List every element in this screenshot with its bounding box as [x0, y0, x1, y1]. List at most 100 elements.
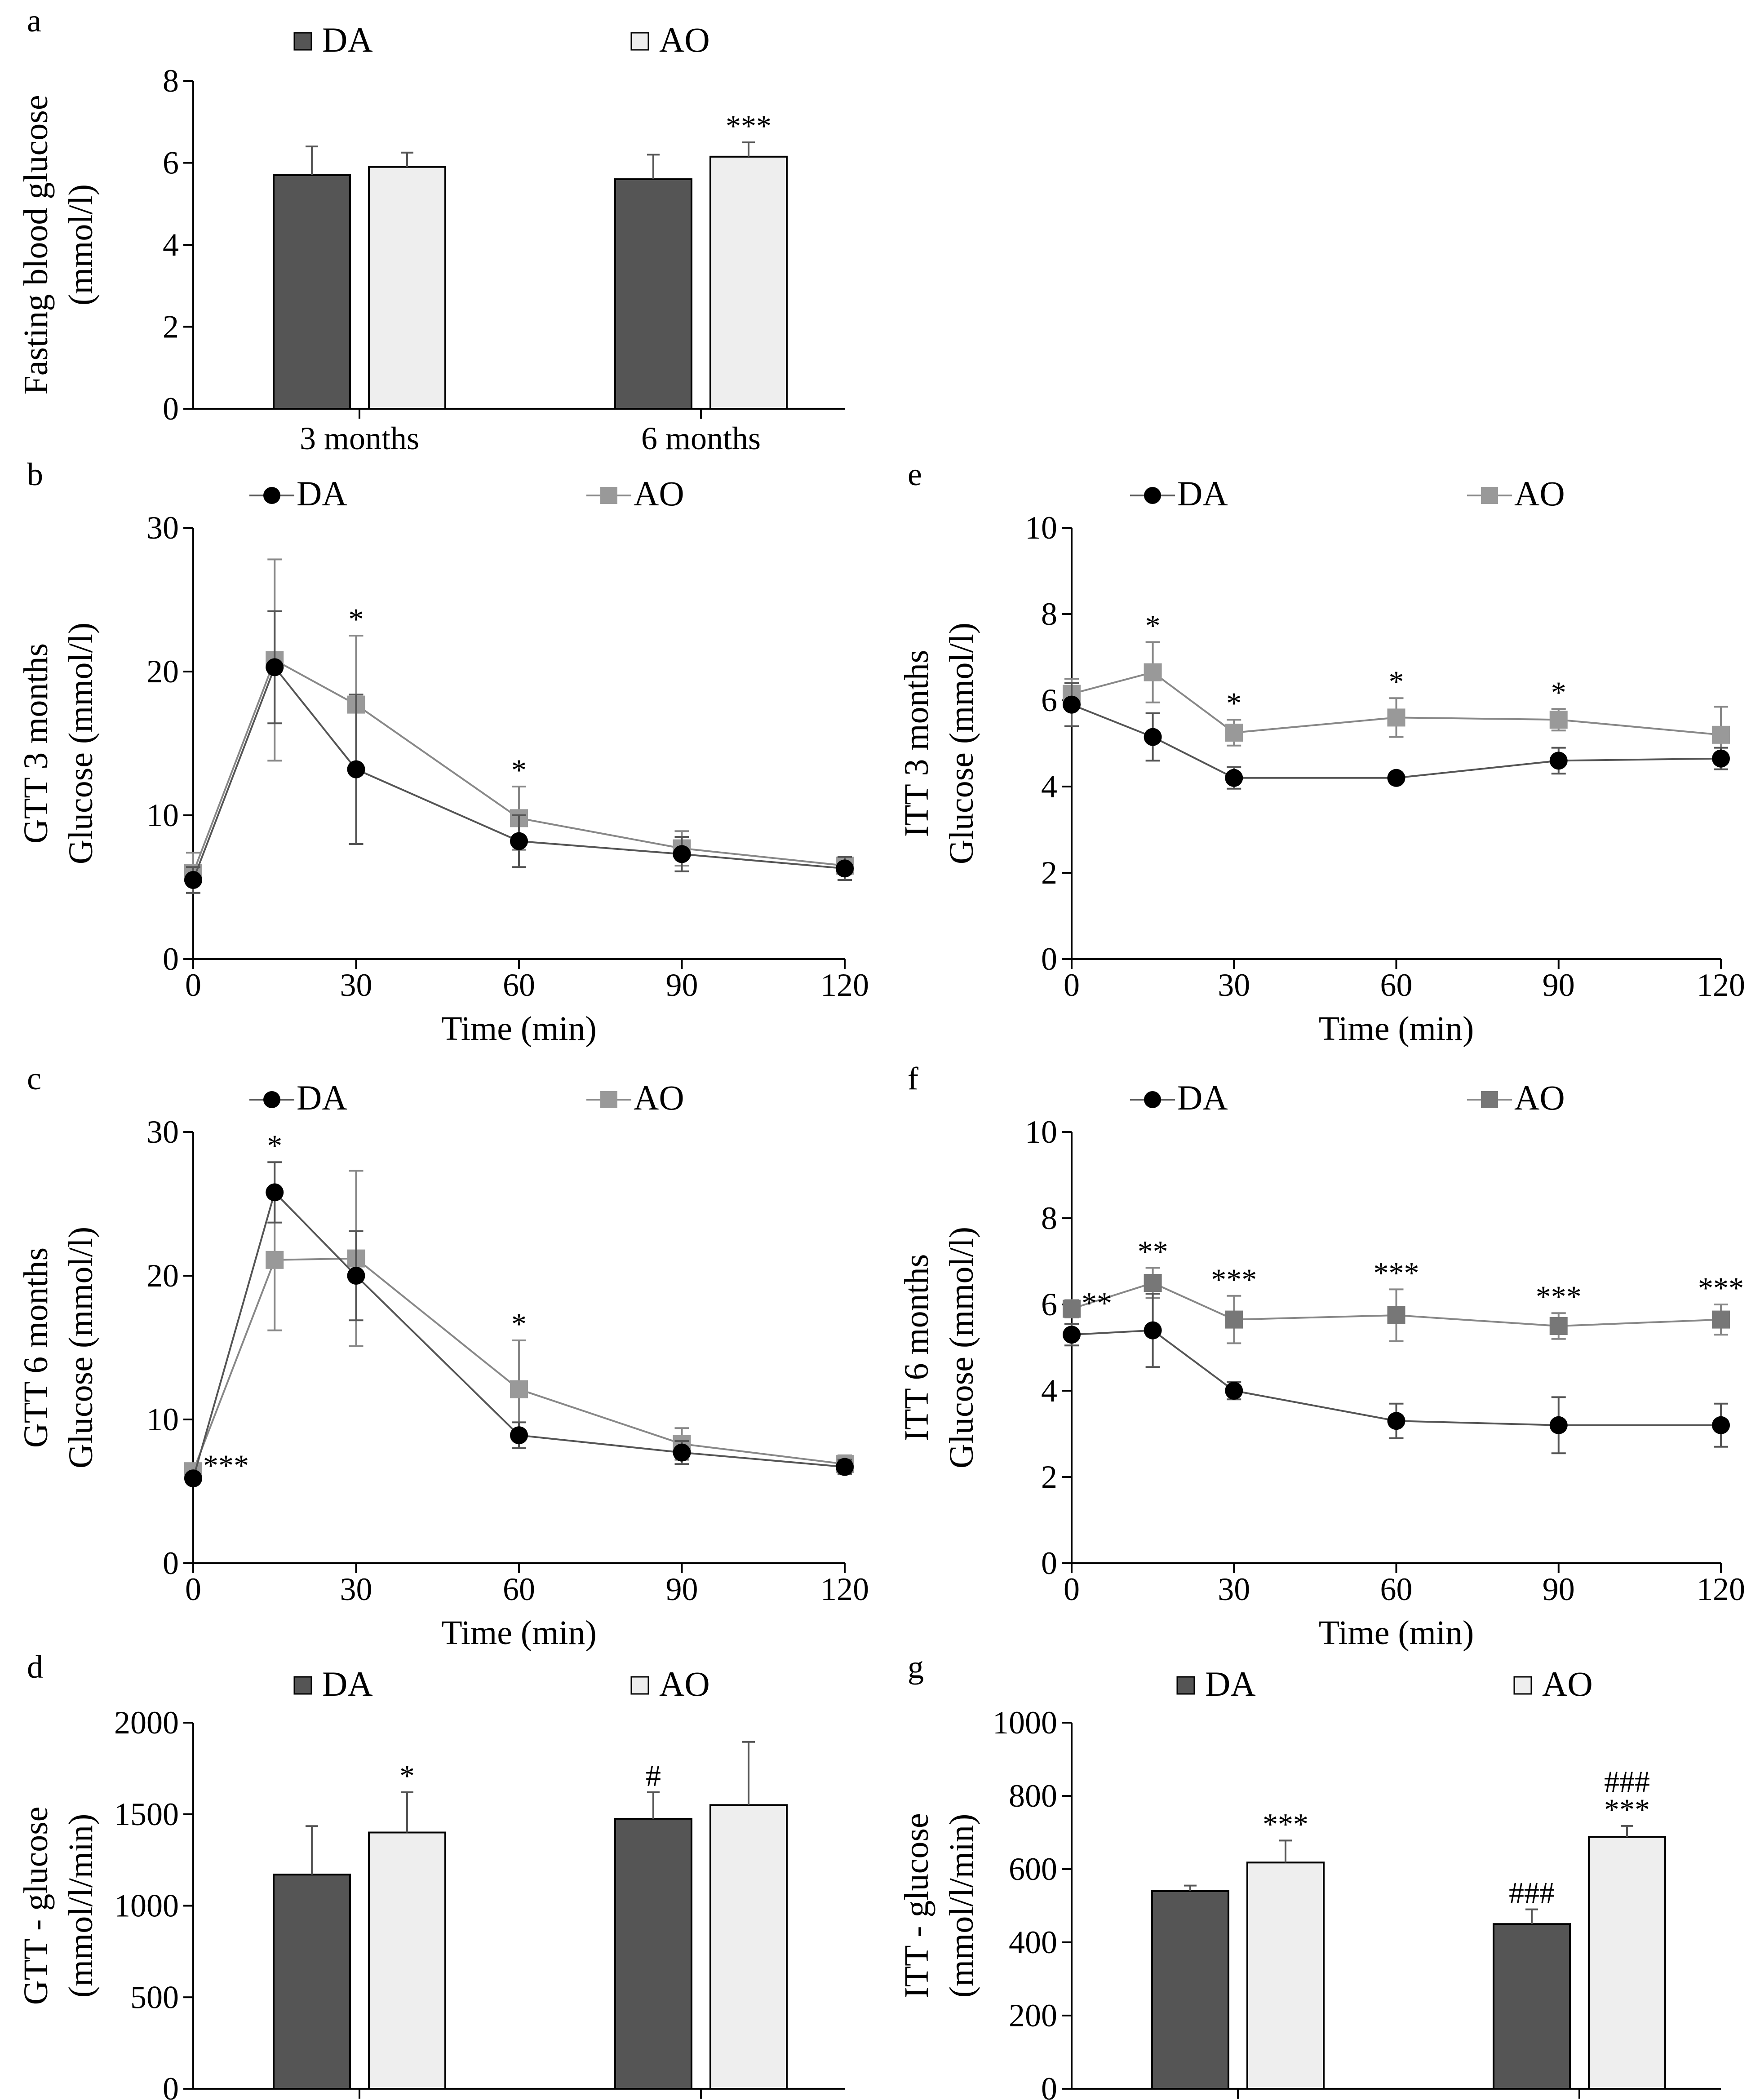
data-point-DA — [1387, 1412, 1405, 1430]
y-tick-label: 2000 — [114, 1705, 179, 1741]
data-point-DA — [184, 1469, 202, 1488]
y-axis-title: Glucose (mmol/l) — [62, 623, 100, 864]
x-axis-title: Time (min) — [1319, 1010, 1474, 1048]
y-axis-title: (mmol/l/min) — [943, 1814, 980, 1998]
bar-AO — [1588, 1836, 1666, 2090]
x-tick-label: 60 — [503, 1571, 535, 1607]
data-point-DA — [1712, 749, 1730, 768]
y-tick-label: 2 — [1041, 1459, 1057, 1495]
y-tick-label: 10 — [1025, 1114, 1057, 1150]
y-tick-label: 20 — [146, 1258, 179, 1294]
x-tick-label: 0 — [185, 1571, 201, 1607]
data-point-DA — [1387, 769, 1405, 787]
legend-label-DA: DA — [1205, 1664, 1256, 1703]
panel-letter: e — [908, 456, 922, 492]
significance-marker: *** — [1211, 1262, 1257, 1296]
bar-AO — [368, 166, 446, 410]
category-label: 6 months — [641, 420, 761, 456]
panel-b: b GTT 3 months Glucose (mmol/l) 0 10 20 30 0 30 6… — [17, 456, 869, 1048]
y-tick-label: 4 — [163, 227, 179, 263]
y-axis-title: ITT - glucose — [898, 1813, 935, 1998]
data-point-DA — [184, 871, 202, 889]
y-tick-label: 4 — [1041, 1373, 1057, 1409]
significance-marker: *** — [1604, 1792, 1650, 1826]
legend-label-AO: AO — [1542, 1664, 1593, 1703]
series-line-AO — [192, 659, 845, 873]
y-tick-label: 0 — [163, 941, 179, 977]
x-axis-title: Time (min) — [441, 1010, 597, 1048]
significance-marker: *** — [1536, 1279, 1582, 1313]
x-tick-label: 0 — [185, 967, 201, 1003]
bar-AO — [709, 1804, 788, 2090]
legend-marker-AO — [1481, 487, 1498, 504]
panel-f: f ITT 6 months Glucose (mmol/l) 0 2 4 6 8 10 0 30 6… — [898, 1061, 1745, 1652]
x-axis-title: Time (min) — [1319, 1614, 1474, 1652]
y-tick-label: 30 — [146, 1114, 179, 1150]
legend-label-DA: DA — [322, 20, 373, 59]
data-point-DA — [510, 1426, 528, 1445]
legend-swatch-AO — [1513, 1676, 1532, 1695]
series-line-AO — [1071, 671, 1721, 736]
x-tick-label: 60 — [503, 967, 535, 1003]
significance-marker: * — [1226, 686, 1241, 720]
legend-label-AO: AO — [1514, 1078, 1565, 1117]
legend-swatch-DA — [293, 1676, 312, 1695]
y-tick-label: 6 — [1041, 682, 1057, 718]
panel-e: e ITT 3 months Glucose (mmol/l) 0 2 4 6 8 10 0 30 6… — [898, 456, 1745, 1048]
x-tick-label: 120 — [1697, 1571, 1745, 1607]
significance-marker: * — [511, 1307, 527, 1341]
panel-letter: c — [27, 1061, 41, 1096]
legend-label-AO: AO — [659, 20, 710, 59]
series-line-DA — [192, 665, 845, 880]
significance-marker: ** — [1082, 1286, 1112, 1320]
y-tick-label: 600 — [1009, 1851, 1057, 1887]
data-point-DA — [1063, 1326, 1081, 1344]
legend-label-AO: AO — [634, 474, 684, 513]
data-point-DA — [1144, 1321, 1162, 1340]
y-tick-label: 2 — [163, 309, 179, 345]
y-tick-label: 0 — [163, 391, 179, 427]
y-axis-title: GTT 6 months — [17, 1247, 55, 1448]
x-tick-label: 120 — [820, 967, 869, 1003]
bar-DA — [1151, 1890, 1229, 2090]
data-point-DA — [1225, 769, 1243, 787]
data-point-DA — [266, 1183, 284, 1202]
y-tick-label: 10 — [146, 1401, 179, 1437]
legend-label-AO: AO — [659, 1664, 710, 1703]
y-axis-title: (mmol/l) — [62, 184, 100, 305]
legend-marker-AO — [600, 487, 617, 504]
legend-label-DA: DA — [297, 1078, 347, 1117]
panel-letter: g — [908, 1649, 924, 1685]
data-point-AO — [1225, 724, 1243, 742]
bar-AO — [368, 1831, 446, 2090]
series-line-DA — [1071, 1329, 1721, 1426]
y-tick-label: 10 — [146, 797, 179, 833]
significance-marker: * — [1551, 675, 1566, 709]
significance-marker: * — [349, 602, 364, 636]
x-axis-title: Time (min) — [441, 1614, 597, 1652]
series-line-AO — [192, 1257, 845, 1472]
data-point-DA — [836, 1458, 854, 1476]
y-tick-label: 10 — [1025, 510, 1057, 546]
legend-marker-DA — [263, 487, 280, 504]
legend-marker-DA — [1144, 1091, 1161, 1108]
significance-marker: * — [1145, 608, 1161, 642]
data-point-DA — [1063, 695, 1081, 714]
bar-DA — [614, 178, 692, 410]
data-point-DA — [347, 1267, 365, 1285]
significance-marker: # — [646, 1759, 661, 1793]
y-axis-title: ITT 3 months — [898, 650, 935, 837]
data-point-AO — [510, 1380, 528, 1398]
y-axis-title: GTT 3 months — [17, 643, 55, 844]
legend-marker-DA — [1144, 487, 1161, 504]
data-point-AO — [1549, 711, 1568, 729]
bar-DA — [273, 174, 351, 410]
significance-marker: * — [399, 1759, 415, 1793]
significance-marker: *** — [726, 109, 771, 143]
data-point-AO — [1712, 725, 1730, 744]
y-axis-title: GTT - glucose — [17, 1807, 55, 2005]
y-tick-label: 1500 — [114, 1796, 179, 1832]
y-tick-label: 0 — [163, 1545, 179, 1581]
bar-DA — [614, 1817, 692, 2090]
data-point-DA — [673, 1443, 691, 1462]
